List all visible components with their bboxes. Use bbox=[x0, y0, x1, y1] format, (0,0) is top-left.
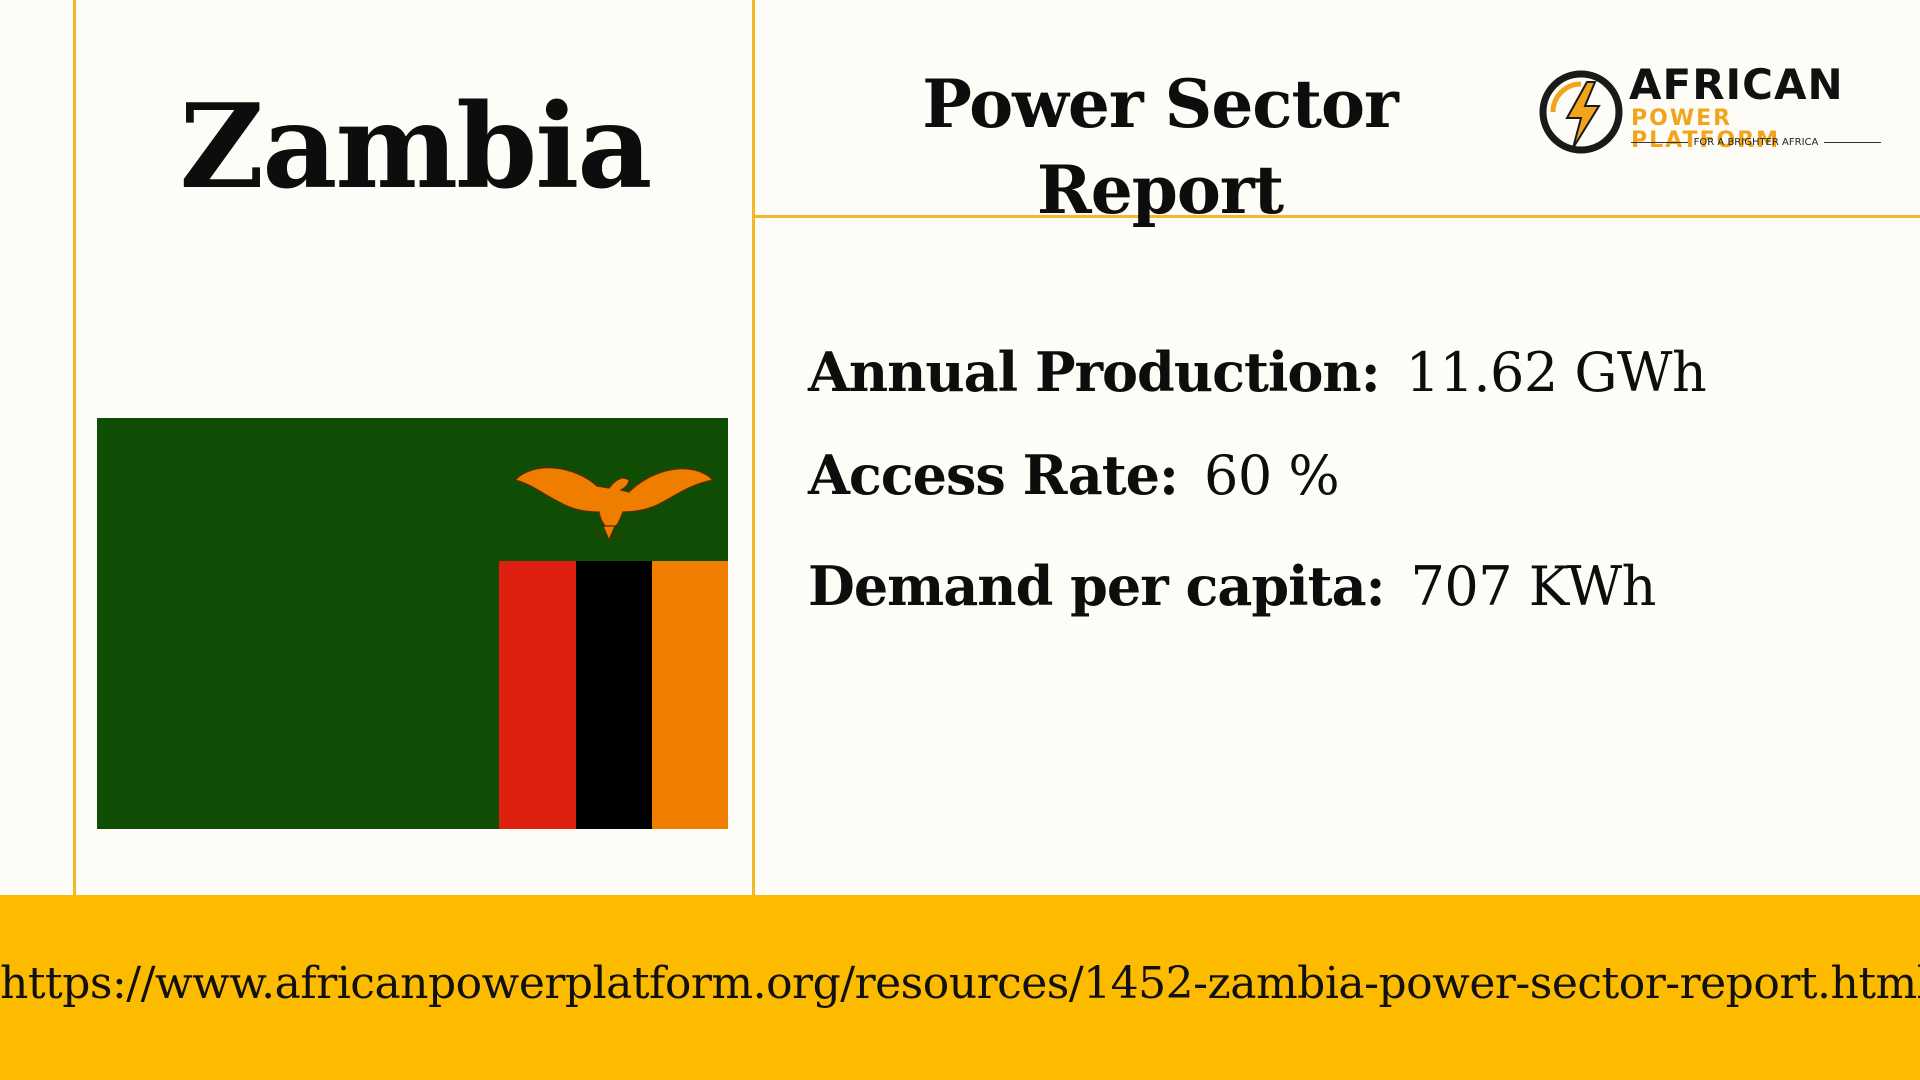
stat-label: Annual Production: bbox=[808, 340, 1381, 404]
stat-value: 707 KWh bbox=[1410, 555, 1657, 618]
flag-orange-stripe bbox=[652, 561, 728, 829]
logo-tagline-row: FOR A BRIGHTER AFRICA bbox=[1631, 137, 1882, 148]
stat-annual-production: Annual Production: 11.62 GWh bbox=[808, 340, 1707, 406]
flag-red-stripe bbox=[499, 561, 576, 829]
report-url-link[interactable]: https://www.africanpowerplatform.org/res… bbox=[0, 958, 1920, 1009]
center-divider-line bbox=[752, 0, 755, 895]
stat-value: 11.62 GWh bbox=[1405, 341, 1707, 404]
tagline-rule-right bbox=[1824, 141, 1882, 144]
stat-access-rate: Access Rate: 60 % bbox=[808, 443, 1340, 509]
african-power-platform-logo[interactable]: AFRICAN POWER PLATFORM FOR A BRIGHTER AF… bbox=[1537, 62, 1882, 158]
stat-label: Access Rate: bbox=[808, 443, 1179, 507]
header-divider-line bbox=[754, 215, 1920, 218]
logo-name: AFRICAN bbox=[1629, 60, 1844, 109]
report-title: Power Sector Report bbox=[922, 65, 1399, 229]
flag-eagle-emblem bbox=[513, 467, 715, 542]
stat-demand-per-capita: Demand per capita: 707 KWh bbox=[808, 554, 1656, 620]
left-divider-line bbox=[73, 0, 76, 895]
flag-black-stripe bbox=[576, 561, 652, 829]
tagline-rule-left bbox=[1631, 141, 1688, 144]
zambia-flag bbox=[97, 418, 728, 829]
country-title: Zambia bbox=[179, 79, 653, 215]
lightning-bolt-icon bbox=[1539, 70, 1623, 154]
footer-bar: https://www.africanpowerplatform.org/res… bbox=[0, 895, 1920, 1080]
logo-subtitle: POWER PLATFORM bbox=[1631, 106, 1781, 153]
logo-tagline: FOR A BRIGHTER AFRICA bbox=[1693, 137, 1819, 148]
stat-value: 60 % bbox=[1203, 444, 1340, 507]
stat-label: Demand per capita: bbox=[808, 554, 1386, 618]
